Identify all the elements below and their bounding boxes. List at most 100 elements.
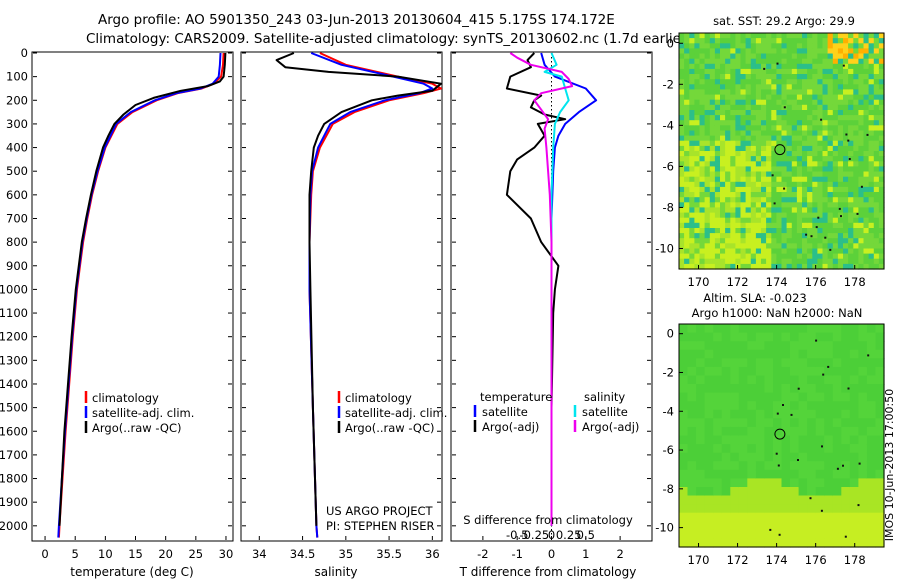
map-cell [704,166,711,173]
map-cell [853,192,859,198]
map-cell [713,529,723,539]
map-cell [781,253,788,260]
land-dot [776,62,779,65]
sst-map-land-speckle [763,62,869,251]
map-cell [878,53,885,60]
map-cell [750,222,757,229]
map-cell [832,79,839,85]
map-cell [773,469,783,479]
map-cell [738,349,748,359]
map-cell [771,48,777,55]
map-cell [866,444,876,454]
map-cell [761,38,767,44]
map-cell [750,181,757,188]
map-cell [807,418,817,428]
map-cell [699,99,706,106]
map-cell [878,222,885,229]
map-cell [781,504,791,514]
map-cell [817,140,824,147]
map-cell [863,253,870,260]
map-cell [858,248,865,255]
map-cell [878,94,885,101]
map-cell [761,202,767,208]
map-cell [848,233,854,239]
map-cell [725,115,731,121]
map-cell [721,461,731,471]
map-cell [812,258,818,265]
map-cell [863,217,870,224]
map-cell [773,332,783,342]
map-cell [878,171,885,178]
map-cell [764,452,774,462]
map-cell [687,469,697,479]
map-cell [755,161,762,167]
salinity-xlabel: salinity [314,565,357,579]
map-cell [812,217,818,224]
map-cell [771,253,777,260]
map-cell [750,243,757,249]
map-cell [735,89,742,96]
map-cell [848,125,854,131]
map-cell [694,130,701,137]
depth-tick-label: 1800 [0,472,28,486]
map-cell [721,349,731,359]
map-cell [704,38,711,44]
map-cell [878,186,885,193]
map-cell [822,94,829,101]
salinity-tick-label: 35.5 [376,547,402,561]
land-dot [809,497,812,500]
map-cell [817,151,824,157]
map-cell [766,151,772,157]
map-cell [740,48,747,55]
map-cell [822,192,829,198]
longitude-tick-label: 176 [805,275,827,289]
map-cell [766,258,772,265]
map-cell [873,207,880,214]
map-cell [694,74,701,80]
map-cell [790,401,800,411]
map-cell [815,478,825,488]
map-cell [740,74,747,80]
map-cell [796,63,803,70]
map-cell [709,197,716,203]
map-cell [735,166,742,173]
map-cell [853,166,859,173]
map-cell [694,186,701,193]
map-cell [781,401,791,411]
map-cell [755,521,765,531]
map-cell [694,228,701,234]
map-cell [714,248,721,255]
map-cell [755,469,765,479]
map-cell [740,104,747,111]
map-cell [791,181,798,188]
map-cell [791,63,798,70]
map-cell [694,48,701,55]
map-cell [807,358,817,368]
map-cell [684,166,690,173]
map-cell [866,392,876,402]
map-cell [704,341,714,351]
map-cell [786,151,793,157]
map-cell [790,504,800,514]
map-cell [750,79,757,85]
map-cell [761,238,767,244]
map-cell [843,33,849,39]
depth-tick-label: 1600 [0,424,28,438]
map-cell [738,469,748,479]
map-cell [817,53,824,60]
map-cell [720,212,726,219]
map-cell [745,68,752,75]
map-cell [740,166,747,173]
map-cell [704,332,714,342]
map-cell [755,258,762,265]
map-cell [817,115,824,121]
map-cell [791,212,798,219]
map-cell [730,192,736,198]
map-cell [738,452,748,462]
map-cell [858,84,865,90]
map-cell [832,84,839,90]
map-cell [837,166,844,173]
map-cell [704,63,711,70]
map-cell [868,68,875,75]
map-cell [735,197,742,203]
